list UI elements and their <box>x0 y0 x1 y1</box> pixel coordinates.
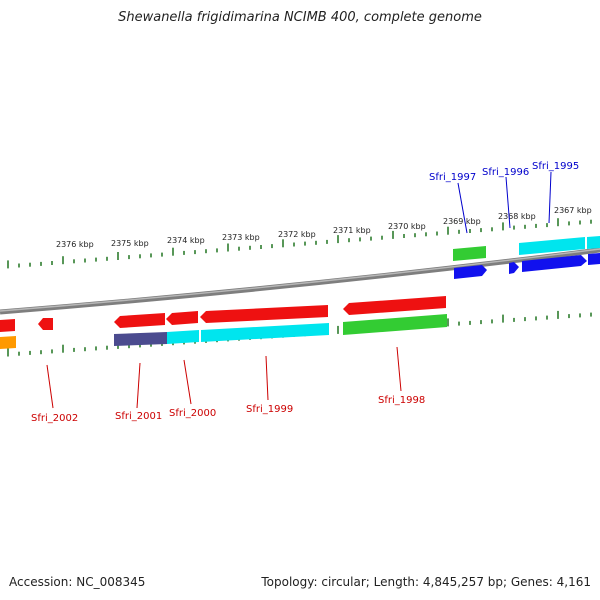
forward-tick-marks <box>7 218 592 269</box>
reverse-gene-cog-box[interactable] <box>0 336 16 349</box>
gene-label-leader <box>136 362 141 409</box>
gene-label-sfri-1995[interactable]: Sfri_1995 <box>532 161 579 172</box>
scale-label: 2373 kbp <box>222 233 260 242</box>
forward-gene-arrow[interactable] <box>588 253 600 265</box>
scale-label: 2372 kbp <box>278 230 316 239</box>
scale-label: 2376 kbp <box>56 240 94 249</box>
gene-label-sfri-1996[interactable]: Sfri_1996 <box>482 167 529 178</box>
reverse-gene-cog-box[interactable] <box>201 323 329 342</box>
genome-backbone <box>0 247 600 315</box>
gene-label-sfri-1999[interactable]: Sfri_1999 <box>246 404 293 415</box>
gene-label-leader <box>265 355 269 401</box>
gene-label-sfri-1998[interactable]: Sfri_1998 <box>378 395 425 406</box>
scale-label: 2369 kbp <box>443 217 481 226</box>
reverse-gene-arrow[interactable] <box>200 305 328 323</box>
gene-label-leader <box>505 176 511 229</box>
forward-gene-cog-box[interactable] <box>519 237 585 255</box>
gene-label-leader <box>457 182 468 234</box>
forward-gene-arrow[interactable] <box>509 262 519 274</box>
gene-label-leader <box>396 346 402 392</box>
accession-text: Accession: NC_008345 <box>9 575 146 589</box>
genome-summary-text: Topology: circular; Length: 4,845,257 bp… <box>261 575 591 589</box>
reverse-gene-arrow[interactable] <box>0 319 15 332</box>
genome-backbone-highlight <box>0 248 600 312</box>
scale-label: 2371 kbp <box>333 226 371 235</box>
reverse-gene-arrow[interactable] <box>114 313 165 328</box>
gene-label-leader <box>183 359 192 405</box>
forward-gene-cog-box[interactable] <box>587 236 600 249</box>
gene-label-sfri-1997[interactable]: Sfri_1997 <box>429 172 476 183</box>
forward-gene-cog-box[interactable] <box>453 246 486 261</box>
reverse-gene-arrow[interactable] <box>343 296 446 315</box>
reverse-gene-cog-box[interactable] <box>167 330 199 344</box>
reverse-gene-arrow[interactable] <box>38 318 53 330</box>
gene-label-leader <box>46 364 54 409</box>
reverse-gene-arrow[interactable] <box>166 311 198 325</box>
map-title: Shewanella frigidimarina NCIMB 400, comp… <box>118 10 482 25</box>
forward-gene-arrow[interactable] <box>522 255 587 272</box>
reverse-gene-cog-box[interactable] <box>114 332 167 346</box>
scale-label: 2375 kbp <box>111 239 149 248</box>
gene-label-leader <box>548 171 552 224</box>
scale-label: 2368 kbp <box>498 212 536 221</box>
reverse-gene-cog-box[interactable] <box>343 314 447 335</box>
gene-label-sfri-2002[interactable]: Sfri_2002 <box>31 413 78 424</box>
forward-gene-arrow[interactable] <box>454 265 487 279</box>
gene-label-sfri-2001[interactable]: Sfri_2001 <box>115 411 162 422</box>
gene-label-sfri-2000[interactable]: Sfri_2000 <box>169 408 216 419</box>
scale-label: 2367 kbp <box>554 206 592 215</box>
scale-label: 2370 kbp <box>388 222 426 231</box>
scale-label: 2374 kbp <box>167 236 205 245</box>
